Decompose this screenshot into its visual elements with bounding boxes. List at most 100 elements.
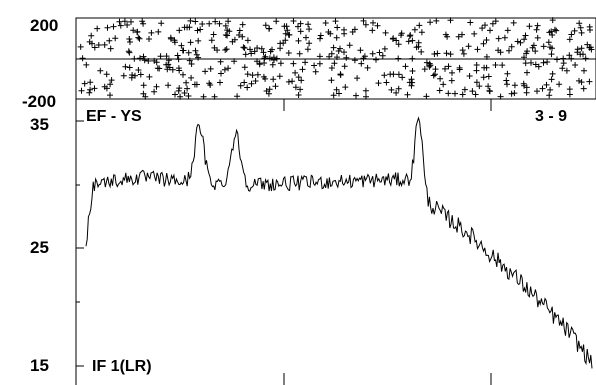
scatter-point <box>244 37 251 44</box>
scatter-point <box>254 45 261 51</box>
scatter-point <box>155 28 162 35</box>
scatter-point <box>341 63 348 70</box>
scatter-point <box>202 68 209 75</box>
scatter-point <box>244 71 251 78</box>
scatter-point <box>316 53 323 60</box>
scatter-point <box>524 69 530 76</box>
scatter-point <box>290 18 297 24</box>
scatter-point <box>124 22 131 28</box>
scatter-point <box>322 20 329 26</box>
scatter-point <box>353 92 359 99</box>
scatter-point <box>212 18 219 25</box>
scatter-point <box>431 51 438 57</box>
scatter-point <box>157 53 164 60</box>
scatter-point <box>556 81 563 88</box>
scatter-point <box>195 37 202 44</box>
scatter-point <box>146 36 152 42</box>
scatter-point <box>175 56 182 63</box>
scatter-point <box>137 71 144 78</box>
scatter-point <box>436 87 443 94</box>
scatter-point <box>187 17 194 24</box>
scatter-point <box>469 88 476 95</box>
scatter-point <box>418 48 425 55</box>
scatter-point <box>547 86 554 93</box>
scatter-point <box>148 29 155 36</box>
scatter-point <box>580 85 587 92</box>
scatter-point <box>316 60 323 67</box>
scatter-point <box>216 20 223 27</box>
scatter-point <box>427 19 434 26</box>
scatter-point <box>554 56 560 63</box>
scatter-point <box>405 38 412 45</box>
scatter-point <box>456 64 463 71</box>
scatter-point <box>337 45 343 52</box>
scatter-point <box>185 49 192 56</box>
scatter-point <box>240 44 247 51</box>
scatter-point <box>276 73 283 80</box>
amplitude-ytick-35: 35 <box>30 115 49 134</box>
scatter-point <box>197 26 204 33</box>
scatter-point <box>282 30 289 37</box>
scatter-point <box>302 59 309 66</box>
scatter-point <box>267 48 274 55</box>
scatter-point <box>186 57 193 64</box>
scatter-point <box>485 83 492 90</box>
scatter-point <box>247 46 253 53</box>
scatter-point <box>448 77 455 84</box>
scatter-point <box>369 50 376 57</box>
scatter-point <box>349 29 356 35</box>
scatter-point <box>297 28 304 35</box>
scatter-point <box>547 44 554 51</box>
scatter-point <box>236 27 243 34</box>
scatter-point <box>442 65 448 72</box>
scatter-point <box>504 81 510 88</box>
scatter-point <box>354 75 361 82</box>
scatter-point <box>163 61 170 68</box>
scatter-point <box>295 74 302 81</box>
scatter-point <box>297 86 304 93</box>
scatter-point <box>284 27 291 34</box>
scatter-point <box>529 44 536 51</box>
scatter-point <box>582 55 589 62</box>
scatter-point <box>580 51 586 58</box>
scatter-point <box>273 18 280 25</box>
scatter-point <box>485 73 492 80</box>
scatter-point <box>128 18 134 25</box>
scatter-point <box>459 31 465 38</box>
scatter-point <box>83 61 90 68</box>
scatter-point <box>146 73 153 80</box>
scatter-point <box>551 26 558 33</box>
scatter-point <box>184 24 191 31</box>
scatter-point <box>398 30 405 37</box>
scatter-point <box>336 90 342 97</box>
scatter-point <box>165 57 172 64</box>
scatter-point <box>465 43 472 50</box>
scatter-point <box>222 47 229 53</box>
scatter-point <box>127 39 133 45</box>
scatter-point <box>508 43 515 50</box>
scatter-point <box>334 24 341 31</box>
scatter-point <box>549 17 556 24</box>
scatter-point <box>311 62 318 69</box>
scatter-point <box>408 82 415 89</box>
scatter-point <box>295 92 302 98</box>
scatter-point <box>534 88 540 95</box>
scatter-point <box>543 81 550 88</box>
scatter-point <box>566 36 573 43</box>
scatter-point <box>522 60 529 67</box>
scatter-point <box>523 84 530 91</box>
scatter-point <box>375 80 382 87</box>
scatter-point <box>452 90 458 97</box>
scatter-point <box>504 70 511 77</box>
scatter-point <box>271 57 277 63</box>
scatter-point <box>206 20 213 27</box>
scatter-point <box>571 27 578 34</box>
scatter-point <box>242 51 249 58</box>
scatter-point <box>373 56 379 63</box>
scatter-point <box>362 87 369 94</box>
scatter-point <box>381 45 388 52</box>
scatter-point <box>191 81 198 88</box>
scatter-point <box>563 67 570 74</box>
scatter-point <box>523 89 530 96</box>
scatter-point <box>532 48 539 55</box>
